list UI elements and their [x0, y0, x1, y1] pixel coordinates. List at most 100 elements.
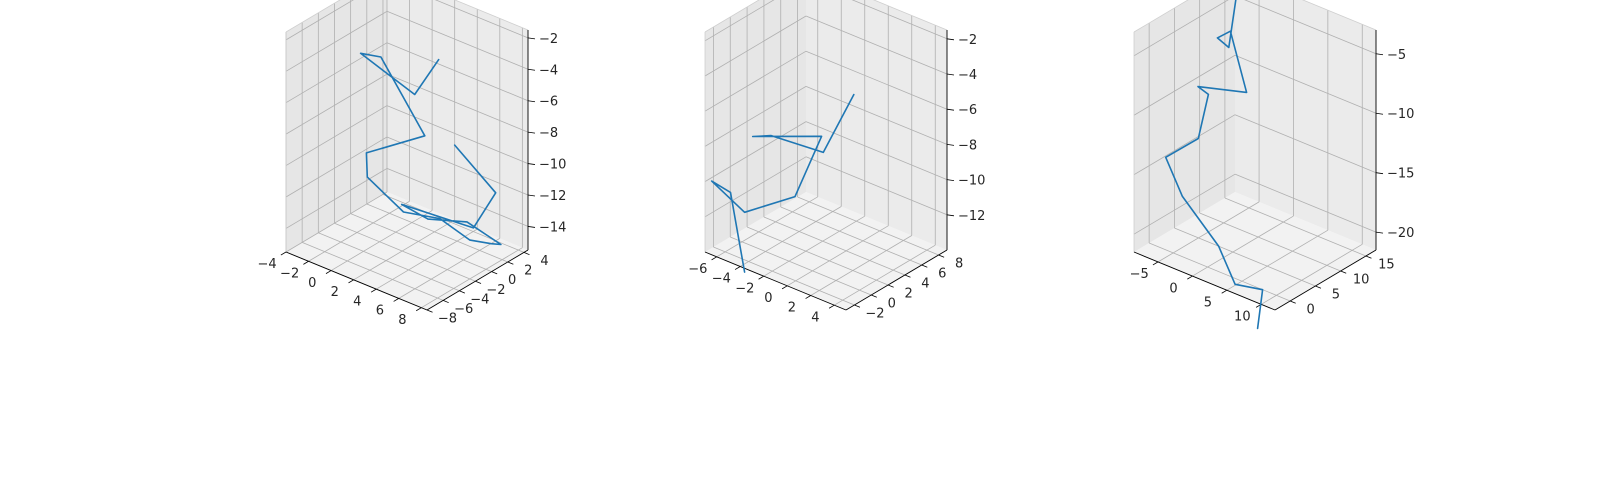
z-tick-label: −6: [539, 95, 558, 110]
pane-edge: [873, 0, 948, 31]
z-gridline: [285, 136, 388, 198]
x-tick-mark: [758, 275, 764, 280]
x-tick-label: 0: [308, 276, 316, 291]
z-tick-mark: [946, 179, 955, 181]
z-tick-label: −20: [1387, 226, 1414, 241]
x-gridline: [308, 200, 410, 262]
y-gridline: [366, 203, 508, 263]
x-tick-label: 0: [1169, 281, 1177, 296]
z-tick-label: −10: [539, 158, 566, 173]
y-tick-label: 0: [888, 297, 896, 312]
z-tick-label: −5: [1387, 48, 1406, 63]
x-gridline: [763, 215, 865, 277]
y-gridline: [318, 232, 460, 292]
x-tick-mark: [393, 298, 400, 302]
y-tick-mark: [938, 254, 945, 258]
back-wall-pane: [387, 0, 528, 250]
y-tick-label: 4: [540, 254, 548, 269]
z-gridline: [434, 0, 529, 39]
back-wall-pane: [1235, 0, 1376, 250]
z-tick-label: −10: [958, 174, 985, 189]
x-tick-mark: [805, 295, 811, 299]
x-axis-line: [1133, 251, 1276, 311]
y-tick-mark: [854, 304, 861, 308]
x-tick-mark: [303, 260, 309, 265]
x-gridline: [1261, 243, 1363, 305]
series-line: [710, 93, 855, 273]
z-tick-mark: [527, 194, 536, 197]
series-line: [1164, 0, 1264, 330]
y-tick-mark: [921, 264, 928, 268]
pane-edge: [454, 0, 529, 31]
x-tick-mark: [325, 270, 332, 274]
x-tick-label: 2: [788, 301, 796, 316]
z-gridline: [386, 42, 529, 102]
y-tick-mark: [443, 300, 449, 304]
z-tick-mark: [1375, 231, 1384, 234]
x-tick-label: 8: [398, 313, 406, 328]
y-gridline: [1148, 242, 1291, 302]
y-axis-line: [845, 249, 948, 311]
y-gridline: [713, 246, 855, 306]
z-tick-mark: [946, 108, 955, 111]
z-gridline: [805, 15, 948, 75]
x-tick-label: −4: [257, 257, 276, 272]
z-tick-mark: [946, 73, 955, 76]
z-tick-label: −15: [1387, 167, 1414, 182]
z-gridline: [805, 156, 948, 216]
y-tick-mark: [491, 271, 498, 275]
x-tick-mark: [734, 266, 741, 270]
z-gridline: [805, 121, 948, 180]
floor-pane: [1134, 192, 1376, 310]
x-gridline: [285, 191, 388, 253]
y-tick-mark: [1315, 285, 1322, 289]
z-gridline: [1244, 0, 1377, 55]
z-tick-label: −12: [539, 189, 566, 204]
z-gridline: [386, 10, 529, 70]
z-gridline: [285, 0, 354, 41]
z-tick-mark: [527, 226, 536, 228]
x-tick-mark: [348, 279, 354, 284]
y-gridline: [763, 216, 906, 276]
y-tick-mark: [1289, 300, 1296, 304]
floor-pane: [705, 192, 947, 310]
x-tick-label: 5: [1204, 295, 1212, 310]
z-gridline: [704, 15, 807, 77]
y-axis-line: [1274, 249, 1377, 311]
y-tick-label: −8: [438, 312, 457, 327]
x-gridline: [787, 225, 889, 287]
y-tick-label: 2: [904, 287, 912, 302]
z-tick-label: −8: [958, 138, 977, 153]
z-tick-label: −14: [539, 220, 566, 235]
z-gridline: [1133, 0, 1229, 57]
y-gridline: [1224, 197, 1367, 257]
y-tick-label: 2: [524, 264, 532, 279]
y-tick-label: 15: [1378, 258, 1395, 273]
z-gridline: [285, 42, 388, 104]
x-gridline: [810, 235, 912, 296]
z-tick-mark: [527, 68, 536, 71]
x-tick-label: −2: [735, 281, 754, 296]
y-tick-mark: [887, 284, 894, 288]
z-tick-mark: [527, 163, 536, 165]
z-tick-mark: [1375, 53, 1384, 56]
x-gridline: [1226, 229, 1329, 291]
z-tick-mark: [946, 144, 955, 146]
y-tick-label: 6: [938, 267, 946, 282]
x-gridline: [353, 219, 455, 281]
z-tick-mark: [1375, 172, 1384, 175]
y-tick-label: −4: [470, 292, 489, 307]
x-gridline: [834, 244, 936, 306]
y-tick-mark: [904, 274, 911, 278]
z-tick-mark: [1375, 112, 1384, 115]
pane-edge: [704, 0, 760, 33]
x-tick-label: −2: [280, 267, 299, 282]
z-gridline: [285, 105, 388, 166]
z-tick-label: −4: [958, 68, 977, 83]
z-tick-label: −4: [539, 63, 558, 78]
y-gridline: [334, 222, 476, 282]
x-gridline: [740, 206, 842, 267]
